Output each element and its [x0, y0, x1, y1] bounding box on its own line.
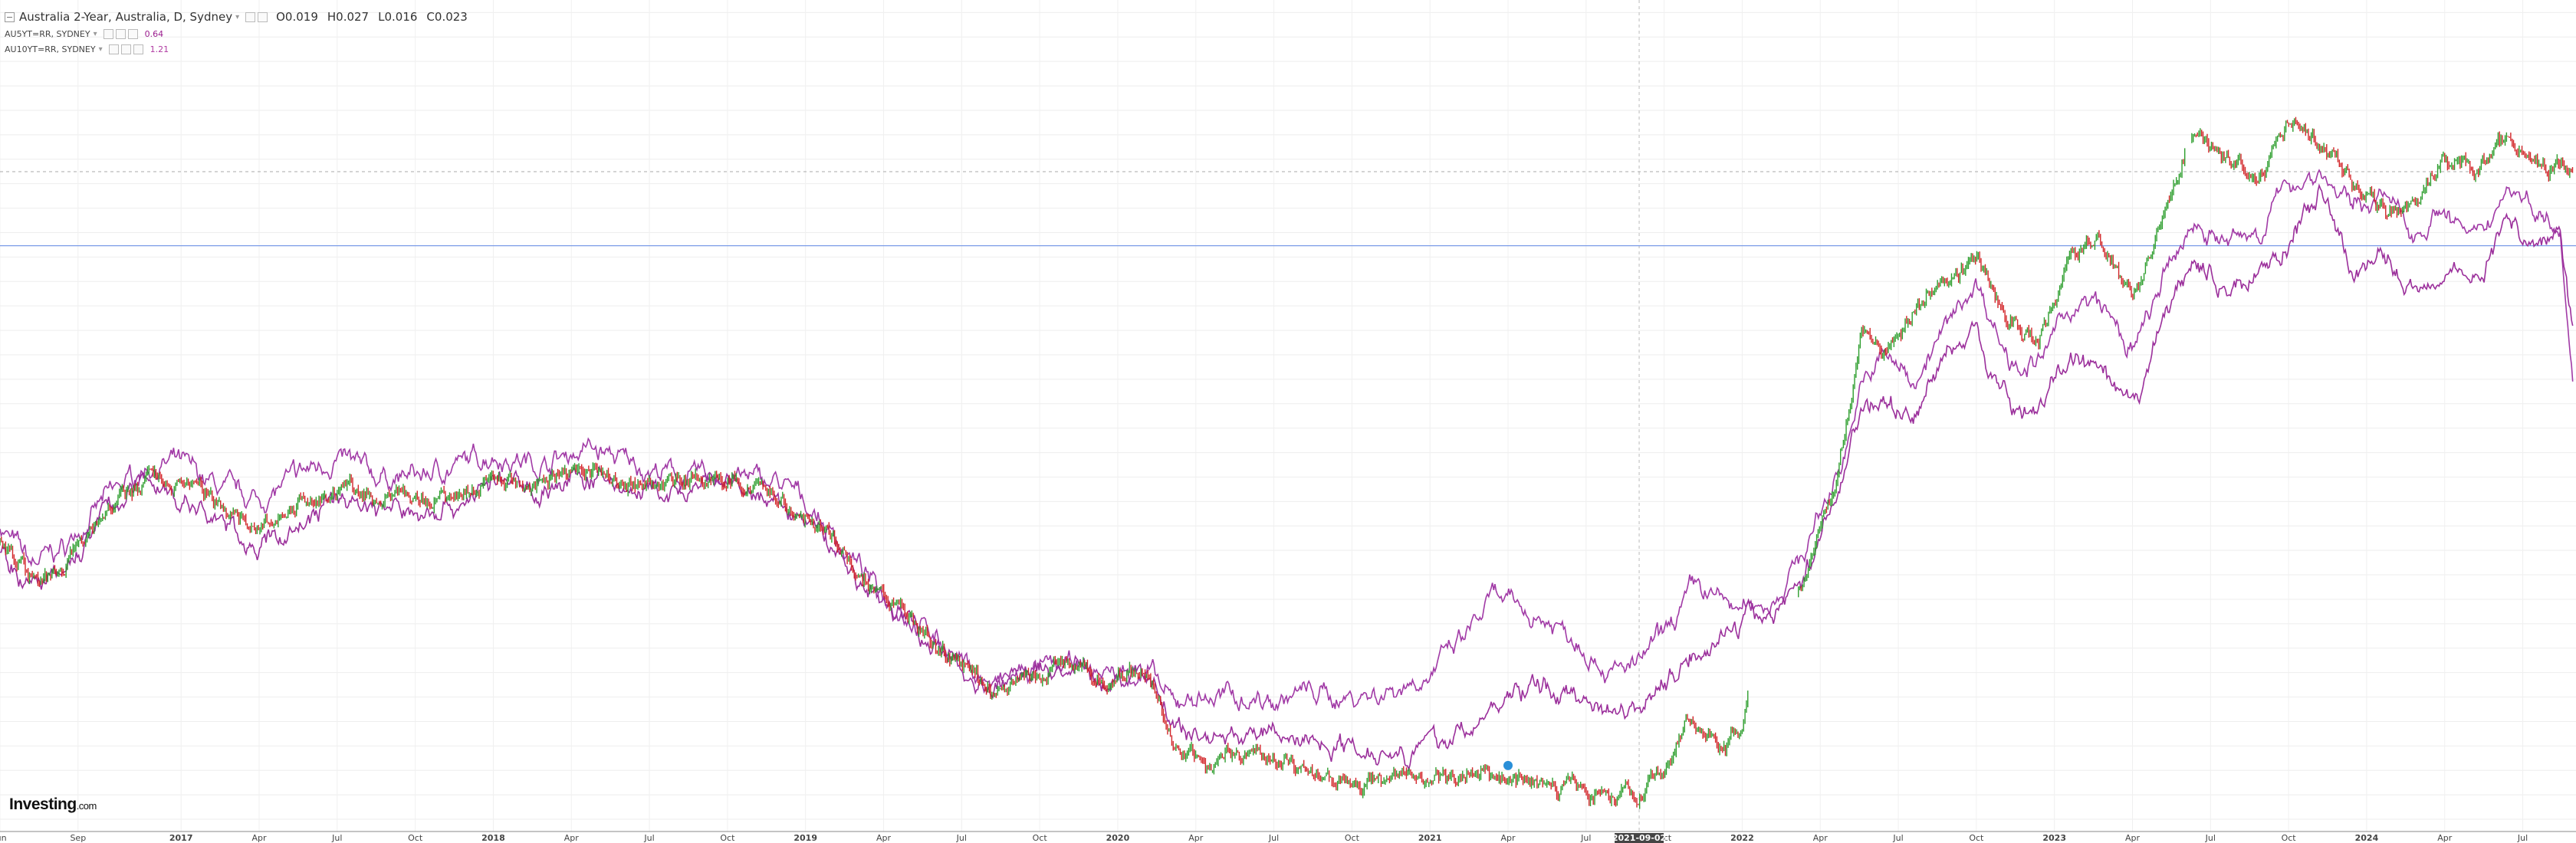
close-icon[interactable] [127, 28, 138, 39]
settings-icon[interactable] [115, 28, 126, 39]
x-tick-label: 2018 [481, 833, 505, 843]
series-name: AU5YT=RR, SYDNEY [5, 28, 90, 39]
chevron-down-icon[interactable]: ▾ [235, 12, 240, 21]
series-row-au10y: AU10YT=RR, SYDNEY ▾ 1.21 [5, 41, 477, 57]
x-tick-label: Apr [2125, 833, 2141, 843]
collapse-icon[interactable] [5, 11, 15, 22]
settings-icon[interactable] [120, 44, 131, 54]
x-tick-label: 2020 [1106, 833, 1130, 843]
low-value: L0.016 [378, 10, 418, 24]
chevron-down-icon[interactable]: ▾ [93, 29, 97, 38]
logo-suffix: .com [76, 800, 97, 812]
x-tick-label: Oct [1033, 833, 1048, 843]
x-tick-label: 2024 [2355, 833, 2379, 843]
eye-icon[interactable] [103, 28, 113, 39]
eye-icon[interactable] [245, 11, 256, 22]
crosshair-date-tag-bg [1615, 833, 1664, 843]
x-tick-label: Apr [1500, 833, 1516, 843]
x-tick-label: Jul [2517, 833, 2528, 843]
x-tick-label: Jul [643, 833, 654, 843]
eye-icon[interactable] [108, 44, 119, 54]
x-tick-label: Jun [0, 833, 7, 843]
x-tick-label: Apr [1813, 833, 1829, 843]
x-tick-label: 2017 [169, 833, 193, 843]
x-tick-label: Apr [876, 833, 892, 843]
x-tick-label: Oct [408, 833, 423, 843]
series-value: 1.21 [150, 44, 169, 54]
series-value: 0.64 [144, 28, 164, 39]
investing-logo: Investing.com [9, 795, 97, 814]
series-row-au5y: AU5YT=RR, SYDNEY ▾ 0.64 [5, 26, 477, 41]
close-icon[interactable] [133, 44, 143, 54]
x-tick-label: Jul [1892, 833, 1903, 843]
x-tick-label: Oct [1969, 833, 1984, 843]
chart-legend: Australia 2-Year, Australia, D, Sydney ▾… [5, 8, 477, 57]
x-tick-label: Oct [2282, 833, 2297, 843]
x-tick-label: Apr [1188, 833, 1204, 843]
x-tick-label: 2021 [1418, 833, 1442, 843]
x-tick-label: 2023 [2042, 833, 2066, 843]
x-tick-label: Sep [70, 833, 86, 843]
x-tick-label: Jul [956, 833, 967, 843]
x-tick-label: 2022 [1730, 833, 1754, 843]
x-tick-label: Oct [1345, 833, 1360, 843]
crosshair-date-tag: 2021-09-02 [1612, 833, 1666, 843]
high-value: H0.027 [327, 10, 370, 24]
x-tick-label: Apr [564, 833, 580, 843]
settings-icon[interactable] [258, 11, 268, 22]
series-line-au10y [0, 169, 2574, 712]
x-tick-label: Oct [720, 833, 735, 843]
x-tick-label: Jul [1580, 833, 1591, 843]
main-series-title: Australia 2-Year, Australia, D, Sydney [19, 10, 233, 24]
x-tick-label: Jul [331, 833, 342, 843]
x-tick-label: Apr [251, 833, 267, 843]
event-marker-icon [1503, 760, 1513, 770]
x-tick-label: Jul [2205, 833, 2216, 843]
open-value: O0.019 [276, 10, 318, 24]
main-series-row: Australia 2-Year, Australia, D, Sydney ▾… [5, 8, 477, 26]
x-tick-label: Jul [1268, 833, 1279, 843]
series-line-au5y [0, 183, 2574, 772]
logo-main: Investing [9, 795, 77, 813]
x-tick-label: 2019 [794, 833, 817, 843]
chevron-down-icon[interactable]: ▾ [98, 44, 103, 54]
close-value: C0.023 [426, 10, 468, 24]
x-tick-label: Apr [2437, 833, 2453, 843]
series-name: AU10YT=RR, SYDNEY [5, 44, 96, 54]
